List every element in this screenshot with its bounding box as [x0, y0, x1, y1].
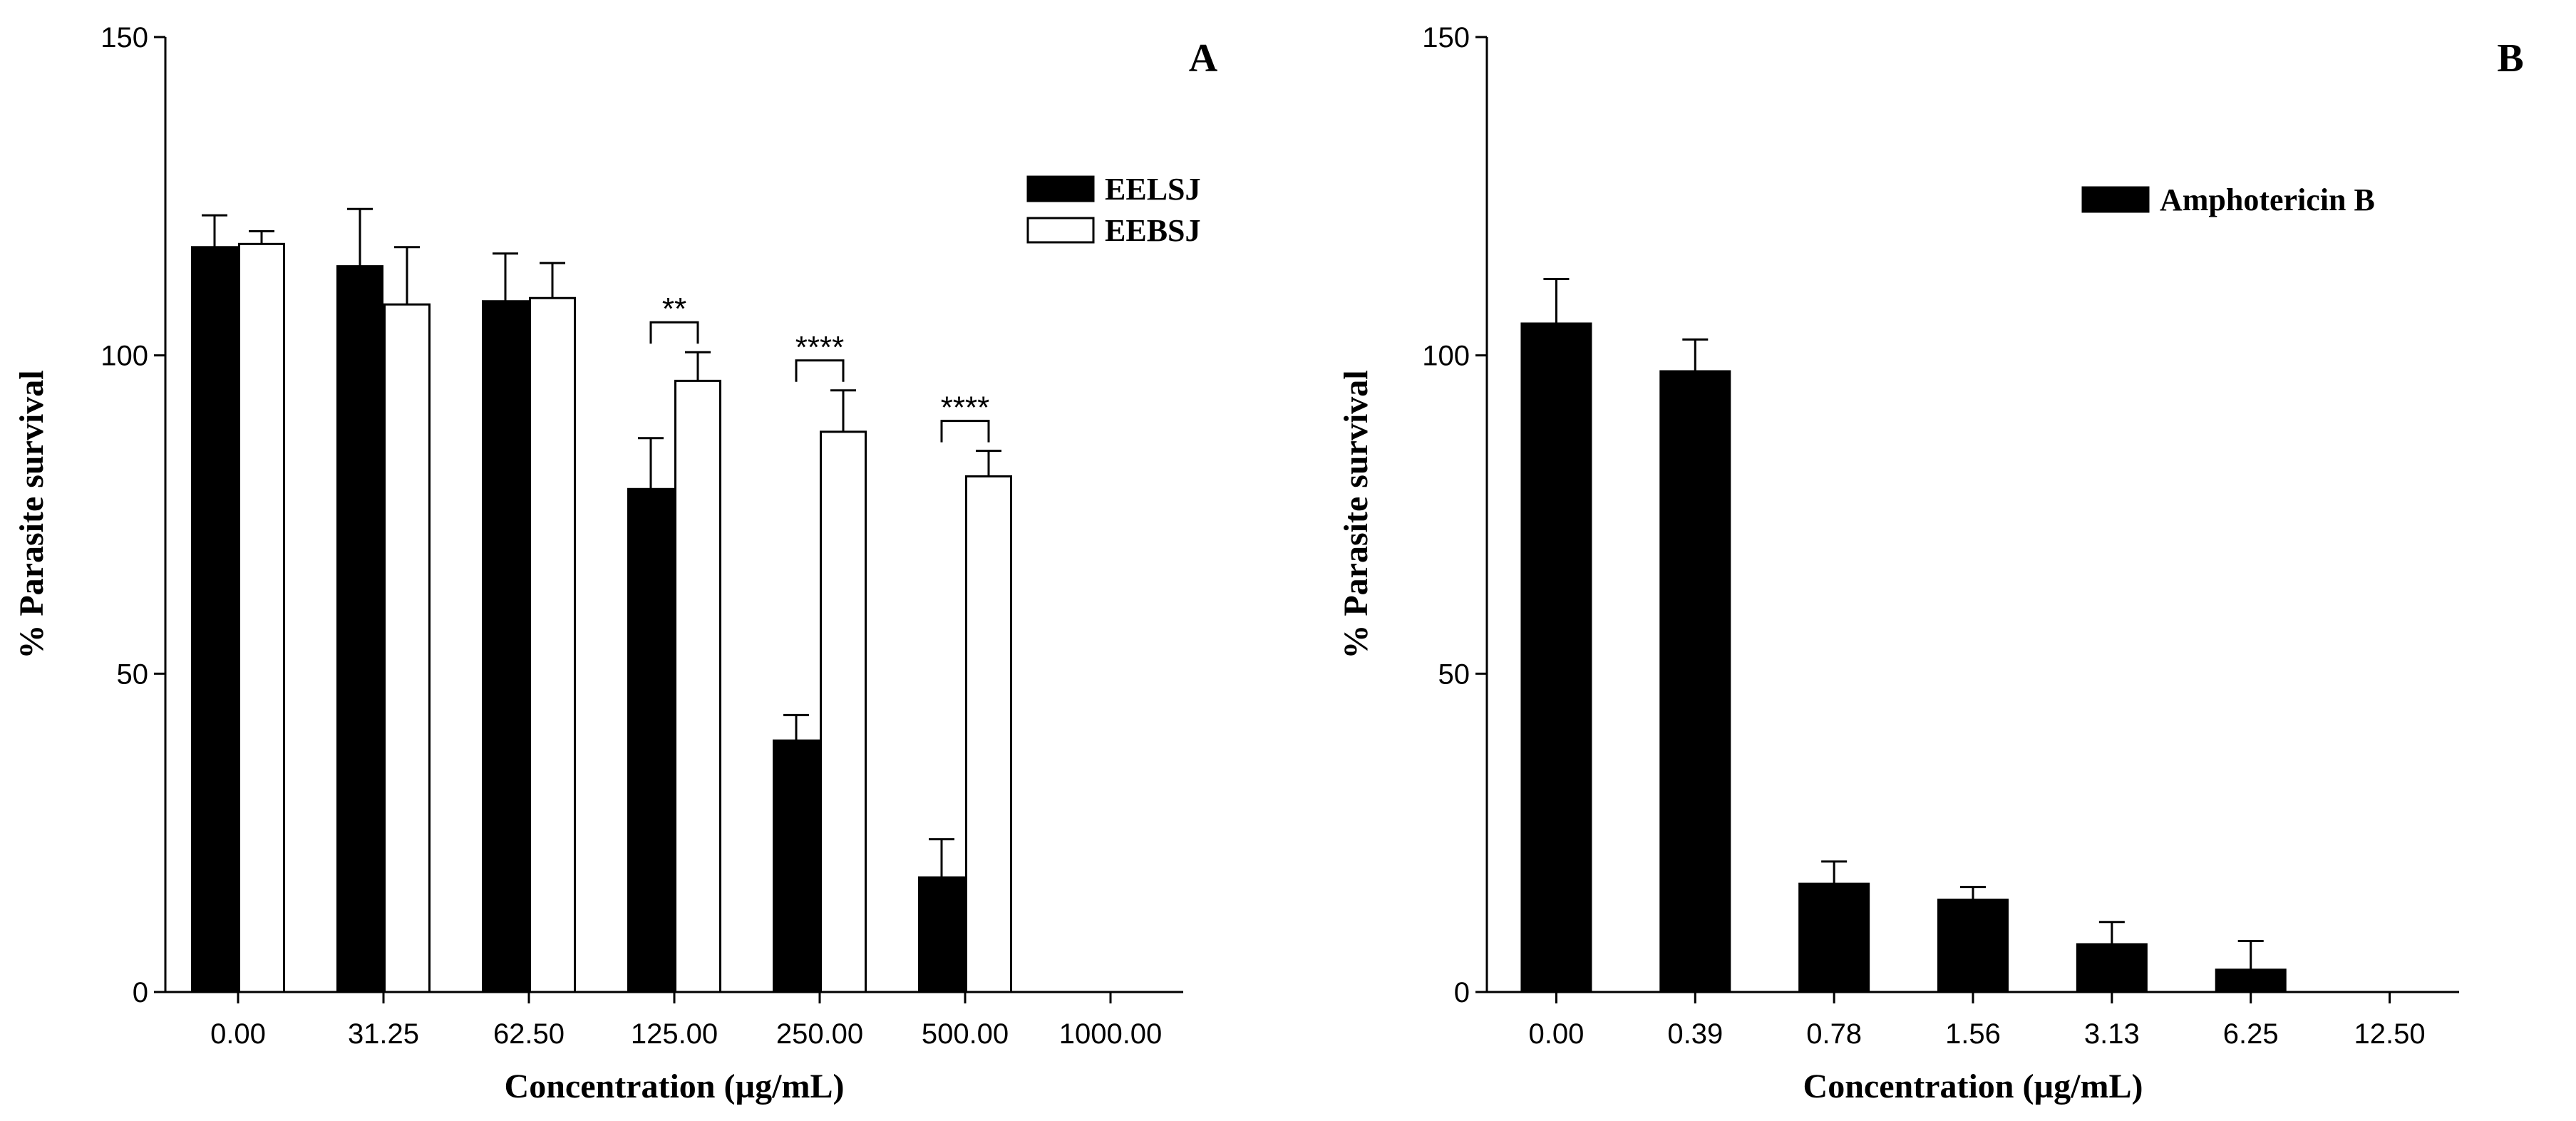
- x-tick-label: 0.00: [1528, 1018, 1584, 1050]
- bar-eebsj: [965, 475, 1012, 993]
- bar-eelsj: [191, 246, 238, 993]
- bar-eebsj: [383, 303, 431, 993]
- x-tick-label: 12.50: [2354, 1018, 2426, 1050]
- y-tick-label: 0: [133, 977, 148, 1008]
- bar-amphotericin-b: [1798, 882, 1870, 993]
- legend-label: Amphotericin B: [2160, 182, 2375, 217]
- bar-eebsj: [674, 379, 721, 993]
- bar-eelsj: [336, 265, 383, 993]
- y-axis-title: % Parasite survival: [13, 370, 51, 658]
- x-tick-label: 3.13: [2084, 1018, 2140, 1050]
- y-tick-label: 50: [117, 658, 149, 690]
- legend-label: EEBSJ: [1105, 213, 1201, 248]
- y-tick-label: 0: [1454, 977, 1470, 1008]
- significance-bracket: [795, 359, 845, 382]
- x-tick-label: 62.50: [493, 1018, 565, 1050]
- bar-eelsj: [627, 487, 674, 993]
- legend-swatch: [1026, 217, 1095, 244]
- bar-amphotericin-b: [2076, 943, 2148, 993]
- bar-amphotericin-b: [1520, 322, 1592, 993]
- panel-a: 0 50 100 150 0.00 31.25 62.50 125.00 250.00 500.0…: [13, 22, 1218, 1105]
- x-tick-label: 250.00: [776, 1018, 863, 1050]
- x-tick-label: 1.56: [1945, 1018, 2001, 1050]
- panel-label: B: [2497, 36, 2523, 81]
- x-tick-label: 0.39: [1667, 1018, 1723, 1050]
- y-tick-label: 100: [101, 341, 148, 372]
- y-axis-title: % Parasite survival: [1337, 370, 1375, 658]
- significance-bracket: [940, 420, 990, 443]
- legend-label: EELSJ: [1105, 172, 1201, 207]
- bar-amphotericin-b: [2215, 968, 2287, 993]
- significance-label: ****: [941, 391, 990, 425]
- x-tick-label: 31.25: [348, 1018, 419, 1050]
- x-tick-label: 1000.00: [1059, 1018, 1163, 1050]
- bar-eelsj: [773, 739, 820, 993]
- y-tick-label: 150: [101, 22, 148, 53]
- bar-amphotericin-b: [1937, 898, 2009, 993]
- bar-amphotericin-b: [1659, 370, 1731, 993]
- panel-b: 0 50 100 150 0.00 0.39 0.78 1.56 3.13 6.25 12.50 Am…: [1337, 22, 2524, 1105]
- bar-eelsj: [918, 876, 965, 993]
- x-tick-label: 0.78: [1806, 1018, 1862, 1050]
- panel-label: A: [1189, 36, 1218, 81]
- bar-eebsj: [820, 430, 867, 993]
- y-tick-label: 50: [1438, 658, 1470, 690]
- y-tick-label: 100: [1422, 341, 1470, 372]
- legend-swatch: [1026, 175, 1095, 202]
- x-tick-label: 500.00: [922, 1018, 1009, 1050]
- bar-eebsj: [529, 296, 576, 993]
- x-tick-label: 0.00: [210, 1018, 266, 1050]
- x-tick-label: 125.00: [631, 1018, 718, 1050]
- x-tick-label: 6.25: [2223, 1018, 2279, 1050]
- significance-label: ****: [795, 330, 845, 365]
- bar-eebsj: [238, 242, 285, 993]
- legend-swatch: [2081, 186, 2150, 213]
- x-axis-title: Concentration (µg/mL): [1803, 1068, 2143, 1105]
- significance-label: **: [662, 291, 686, 326]
- significance-bracket: [649, 321, 699, 344]
- y-tick-label: 150: [1422, 22, 1470, 53]
- x-axis-title: Concentration (µg/mL): [505, 1068, 845, 1105]
- bar-eelsj: [482, 300, 529, 993]
